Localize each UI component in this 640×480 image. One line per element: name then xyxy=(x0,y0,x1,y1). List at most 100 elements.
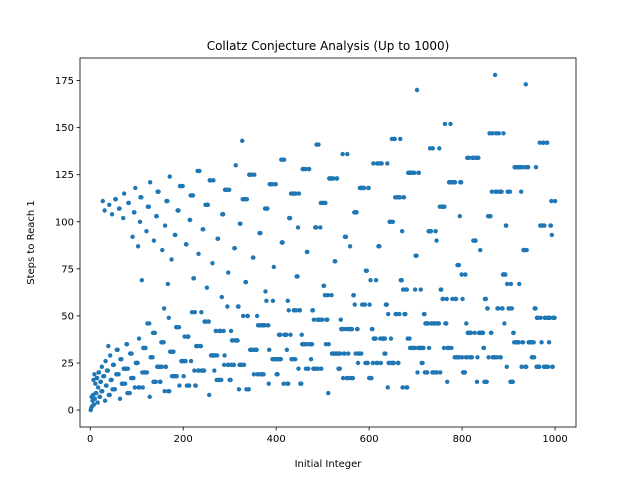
data-point xyxy=(165,198,170,204)
data-point xyxy=(287,215,293,221)
data-point xyxy=(137,219,143,224)
data-point xyxy=(124,341,130,347)
data-point xyxy=(177,383,182,388)
data-point xyxy=(343,234,349,240)
data-point xyxy=(181,373,186,379)
data-point xyxy=(244,197,250,202)
data-point xyxy=(109,212,115,217)
x-tick-label: 600 xyxy=(360,434,379,445)
data-point xyxy=(100,198,105,204)
data-point xyxy=(215,236,221,241)
data-point xyxy=(221,328,226,334)
data-point xyxy=(371,161,376,166)
data-point xyxy=(438,370,443,375)
data-point xyxy=(547,315,553,321)
data-point xyxy=(296,191,302,196)
data-point xyxy=(442,121,448,127)
data-point xyxy=(373,336,378,341)
data-point xyxy=(354,210,359,215)
data-point xyxy=(127,390,132,396)
data-point xyxy=(158,379,163,385)
data-point xyxy=(321,283,327,288)
data-point xyxy=(161,340,166,345)
data-point xyxy=(103,358,108,364)
data-point xyxy=(154,213,159,219)
data-point xyxy=(323,200,328,206)
data-point xyxy=(139,195,144,200)
data-point xyxy=(489,330,494,336)
data-point xyxy=(385,385,390,390)
data-point xyxy=(173,232,178,238)
data-point xyxy=(308,357,314,362)
data-point xyxy=(325,317,330,322)
data-point xyxy=(382,336,388,341)
data-point xyxy=(390,219,396,224)
data-point xyxy=(361,185,367,191)
data-point xyxy=(228,328,234,334)
data-point xyxy=(137,385,142,390)
data-point xyxy=(440,296,446,302)
y-tick-label: 50 xyxy=(61,311,74,322)
data-point xyxy=(397,195,403,200)
data-point xyxy=(293,357,298,362)
data-point xyxy=(267,347,272,353)
data-point xyxy=(111,362,117,368)
data-point xyxy=(468,330,474,336)
data-point xyxy=(510,379,515,385)
data-point xyxy=(473,238,478,243)
data-point xyxy=(366,185,371,191)
data-point xyxy=(102,208,107,213)
data-point xyxy=(200,227,206,232)
data-point xyxy=(486,355,491,360)
data-point xyxy=(171,349,176,354)
data-point xyxy=(475,355,480,360)
points-layer xyxy=(88,72,558,413)
data-point xyxy=(352,302,357,307)
y-tick-label: 25 xyxy=(61,358,74,369)
data-point xyxy=(116,372,121,377)
data-point xyxy=(210,261,215,266)
data-point xyxy=(96,370,102,375)
data-point xyxy=(542,223,547,228)
y-tick-label: 75 xyxy=(61,264,74,275)
data-point xyxy=(488,213,493,219)
data-point xyxy=(525,164,531,170)
data-point xyxy=(464,321,469,326)
data-point xyxy=(228,377,233,383)
data-point xyxy=(548,223,554,228)
data-point xyxy=(318,225,323,230)
data-point xyxy=(126,200,132,206)
data-point xyxy=(269,181,275,187)
data-point xyxy=(397,311,402,317)
data-point xyxy=(117,206,122,211)
data-point xyxy=(437,146,442,151)
data-point xyxy=(456,262,462,268)
data-point xyxy=(474,379,480,385)
data-point xyxy=(469,355,475,360)
data-point xyxy=(508,281,514,287)
data-point xyxy=(150,355,155,360)
y-tick-label: 100 xyxy=(55,217,74,228)
data-point xyxy=(484,379,489,385)
data-point xyxy=(442,204,447,209)
data-point xyxy=(399,229,405,234)
data-point xyxy=(284,347,290,353)
data-point xyxy=(95,400,100,405)
data-point xyxy=(236,304,241,309)
data-point xyxy=(524,364,529,369)
data-point xyxy=(519,364,524,369)
data-point xyxy=(112,387,118,392)
data-point xyxy=(278,357,284,362)
data-point xyxy=(458,180,464,185)
data-point xyxy=(132,210,137,215)
data-point xyxy=(396,360,401,366)
data-point xyxy=(441,345,447,351)
data-point xyxy=(552,315,557,321)
data-point xyxy=(243,279,249,285)
plot-frame xyxy=(79,57,577,428)
data-point xyxy=(162,223,168,228)
data-point xyxy=(130,234,135,240)
data-point xyxy=(144,370,150,375)
data-point xyxy=(186,334,191,339)
data-point xyxy=(270,298,276,304)
